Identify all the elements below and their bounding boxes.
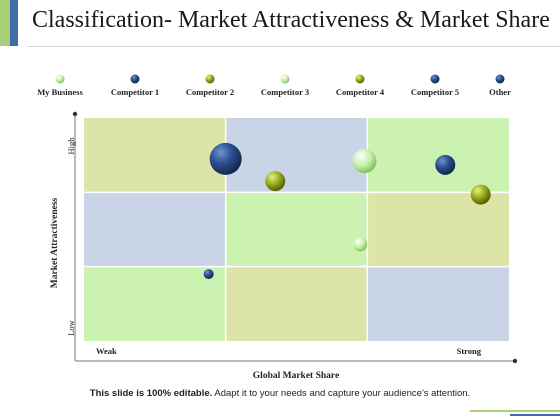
grid-cell-2-0 [84, 266, 226, 341]
quadrant-grid [84, 118, 509, 341]
bubble-7-1 [209, 142, 242, 175]
corner-accent-blue [510, 414, 560, 416]
grid-cell-2-2 [367, 266, 509, 341]
grid-cell-0-1 [225, 118, 368, 193]
grid-cell-1-0 [84, 192, 226, 267]
grid-cell-1-1 [225, 192, 368, 267]
footer-text: Adapt it to your needs and capture your … [212, 388, 471, 399]
legend-marker-1 [55, 74, 65, 84]
legend-label-3: Competitor 2 [186, 87, 234, 97]
title-divider [27, 46, 560, 47]
corner-accent-green [470, 410, 560, 412]
legend-label-2: Competitor 1 [111, 87, 159, 97]
bubble-5-1 [470, 184, 491, 205]
y-tick-high: High [66, 137, 76, 155]
bubble-3-1 [265, 171, 286, 192]
slide-title: Classification- Market Attractiveness & … [32, 7, 550, 33]
bubble-2-1 [203, 269, 214, 280]
y-axis-label: Market Attractiveness [50, 197, 60, 288]
x-axis-label: Global Market Share [253, 371, 339, 381]
footer-note: This slide is 100% editable. Adapt it to… [0, 388, 560, 399]
footer-bold: This slide is 100% editable. [89, 388, 213, 399]
legend-marker-2 [130, 74, 140, 84]
grid-cell-2-1 [225, 266, 368, 341]
x-axis-end-dot [512, 358, 518, 364]
legend-marker-6 [430, 74, 440, 84]
legend-marker-3 [205, 74, 215, 84]
grid-cell-0-0 [84, 118, 226, 193]
legend-label-6: Competitor 5 [411, 87, 459, 97]
legend-marker-7 [495, 74, 505, 84]
accent-bar-blue [10, 0, 18, 46]
grid-cell-1-2 [367, 192, 509, 267]
axis-ticks: Weak Strong Low High [66, 137, 482, 356]
bubble-4-1 [352, 149, 377, 174]
legend-label-1: My Business [37, 87, 83, 97]
legend-label-7: Other [489, 87, 511, 97]
chart-axes [72, 111, 518, 364]
x-tick-strong: Strong [457, 346, 482, 356]
bubble-6-1 [435, 154, 456, 175]
legend-marker-5 [355, 74, 365, 84]
y-axis-end-dot [72, 111, 78, 117]
grid-cell-0-2 [367, 118, 509, 193]
x-tick-weak: Weak [96, 346, 117, 356]
bubble-1-1 [353, 237, 368, 252]
legend-marker-4 [280, 74, 290, 84]
legend-label-4: Competitor 3 [261, 87, 309, 97]
bubble-series [203, 142, 491, 280]
y-tick-low: Low [66, 319, 76, 335]
legend-label-5: Competitor 4 [336, 87, 385, 97]
chart-legend: My Business Competitor 1 Competitor 2 Compe… [37, 74, 511, 97]
